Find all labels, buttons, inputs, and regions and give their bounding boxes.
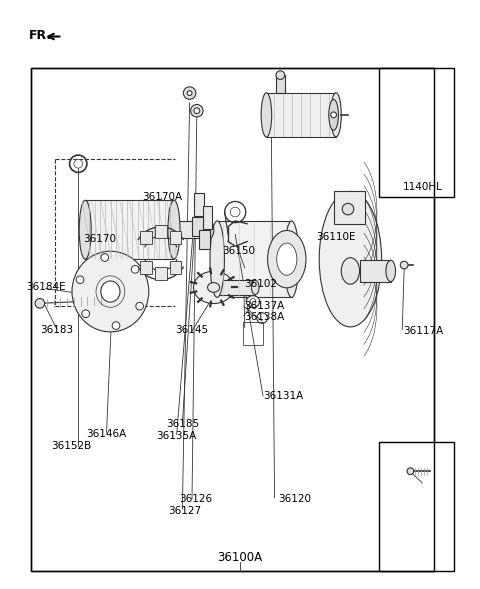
Ellipse shape (331, 92, 341, 137)
Ellipse shape (329, 100, 338, 130)
Circle shape (331, 112, 336, 118)
Text: 36137A: 36137A (244, 302, 284, 311)
Circle shape (136, 302, 144, 310)
Text: 36117A: 36117A (403, 326, 444, 336)
Circle shape (342, 203, 354, 215)
Circle shape (191, 104, 203, 117)
Bar (31, 68, 434, 571)
Circle shape (183, 87, 196, 100)
Text: 36183: 36183 (40, 325, 73, 335)
Text: 36184E: 36184E (26, 283, 65, 292)
Text: 36146A: 36146A (86, 429, 127, 438)
Text: 36145: 36145 (175, 325, 209, 335)
Bar (155, 225, 167, 238)
Ellipse shape (206, 221, 214, 238)
Bar (199, 230, 210, 249)
Bar (192, 217, 203, 236)
Bar (219, 280, 255, 294)
Bar (140, 261, 152, 274)
Bar (174, 221, 210, 238)
Text: 36131A: 36131A (263, 391, 303, 401)
Bar (276, 75, 285, 92)
Bar (194, 193, 204, 216)
Text: 36170A: 36170A (142, 193, 182, 202)
Circle shape (82, 310, 90, 317)
Ellipse shape (101, 281, 120, 302)
Ellipse shape (193, 272, 234, 303)
Circle shape (194, 108, 200, 114)
Text: 36100A: 36100A (217, 551, 263, 564)
Text: 36120: 36120 (278, 495, 312, 504)
Text: 36138A: 36138A (244, 312, 284, 322)
Ellipse shape (276, 243, 297, 275)
Bar (217, 221, 292, 297)
Ellipse shape (250, 299, 256, 305)
Ellipse shape (246, 296, 260, 307)
Circle shape (112, 322, 120, 329)
Circle shape (400, 261, 408, 269)
Bar (266, 93, 336, 137)
Bar (243, 322, 263, 345)
Bar (140, 231, 152, 244)
Ellipse shape (319, 191, 382, 327)
Ellipse shape (252, 280, 259, 294)
Text: 36152B: 36152B (51, 441, 91, 451)
Ellipse shape (386, 260, 396, 282)
Bar (155, 267, 167, 280)
Circle shape (230, 207, 240, 217)
Ellipse shape (207, 283, 220, 292)
Text: 36170: 36170 (83, 234, 116, 244)
Circle shape (35, 299, 45, 308)
Text: 36185: 36185 (166, 419, 199, 429)
Text: 36126: 36126 (179, 494, 213, 504)
Ellipse shape (261, 92, 272, 137)
Text: 36150: 36150 (223, 246, 255, 256)
Circle shape (187, 91, 192, 95)
Circle shape (131, 266, 139, 273)
Text: FR.: FR. (29, 29, 52, 42)
Circle shape (407, 468, 414, 475)
Text: 1140HL: 1140HL (402, 183, 443, 192)
Bar (31, 68, 434, 571)
Text: 36110E: 36110E (316, 233, 356, 242)
Bar (360, 260, 391, 282)
Ellipse shape (72, 252, 149, 332)
Circle shape (74, 160, 83, 168)
Ellipse shape (268, 230, 306, 288)
Bar (85, 200, 174, 259)
Text: 36102: 36102 (244, 279, 277, 289)
Text: 36127: 36127 (168, 507, 202, 516)
Bar (170, 261, 181, 274)
Bar (203, 206, 212, 229)
Ellipse shape (276, 71, 285, 80)
Circle shape (76, 276, 84, 283)
Ellipse shape (341, 258, 360, 284)
Ellipse shape (210, 221, 224, 297)
Ellipse shape (284, 221, 299, 297)
Bar (334, 191, 365, 224)
Bar (379, 442, 454, 571)
Bar (379, 68, 454, 197)
Ellipse shape (168, 200, 180, 259)
Ellipse shape (79, 200, 91, 259)
Circle shape (101, 254, 108, 262)
Text: 36135A: 36135A (156, 431, 197, 441)
Bar (170, 231, 181, 244)
